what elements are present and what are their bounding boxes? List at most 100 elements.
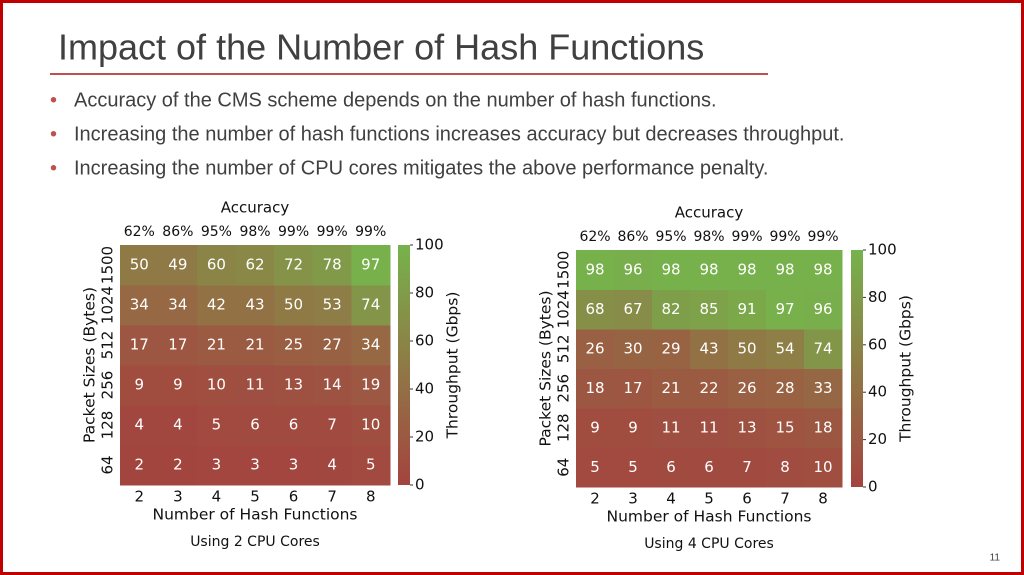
cell-label: 4 <box>327 456 337 474</box>
cell-label: 10 <box>813 458 832 476</box>
heatmap-cell <box>614 368 653 409</box>
page-number: 11 <box>990 553 1001 564</box>
cell-label: 27 <box>323 336 342 354</box>
heatmap-cell <box>274 445 314 486</box>
heatmap-cell <box>804 368 843 409</box>
heatmap-cell <box>652 250 691 290</box>
heatmap-cell <box>766 250 805 290</box>
top-tick-label: 99% <box>731 229 762 245</box>
top-tick-label: 62% <box>124 224 155 240</box>
heatmap-cell <box>804 250 843 290</box>
heatmap-cell <box>312 405 352 446</box>
heatmap-cell <box>690 250 729 290</box>
cell-label: 82 <box>661 300 680 318</box>
y-tick-label: 128 <box>99 411 117 440</box>
cell-label: 78 <box>323 256 342 274</box>
heatmap-cell <box>158 285 198 326</box>
heatmap-cell <box>351 445 391 486</box>
cell-label: 98 <box>737 260 756 278</box>
heatmap-cell <box>197 325 237 366</box>
heatmap-cell <box>274 405 314 446</box>
x-tick-label: 7 <box>327 488 337 506</box>
heatmap-cell <box>120 245 160 286</box>
cell-label: 98 <box>813 260 832 278</box>
heatmap-cell <box>766 329 805 369</box>
heatmap-cell <box>351 365 391 406</box>
colorbar-tick-label: 20 <box>868 430 887 448</box>
cell-label: 11 <box>699 418 718 436</box>
cell-label: 2 <box>173 456 183 474</box>
cell-label: 26 <box>737 379 756 397</box>
top-tick-label: 99% <box>769 229 800 245</box>
colorbar-tick-label: 60 <box>415 332 434 350</box>
cell-label: 30 <box>623 339 642 357</box>
x-tick-label: 4 <box>212 488 222 506</box>
cell-label: 34 <box>168 296 187 314</box>
cell-label: 10 <box>207 376 226 394</box>
cell-label: 4 <box>173 416 183 434</box>
heatmap-cell <box>690 408 729 448</box>
heatmap-cell <box>158 245 198 286</box>
cell-label: 74 <box>361 296 380 314</box>
cell-label: 50 <box>130 256 149 274</box>
cell-label: 72 <box>284 256 303 274</box>
colorbar-tick-label: 100 <box>868 241 897 259</box>
heatmap-cell <box>312 285 352 326</box>
top-tick-label: 95% <box>201 224 232 240</box>
bullet: Increasing the number of CPU cores mitig… <box>74 157 768 179</box>
heatmap-cell <box>728 408 767 448</box>
cell-label: 60 <box>207 256 226 274</box>
bullet-dot: • <box>50 123 57 145</box>
y-axis-label: Packet Sizes (Bytes) <box>537 290 555 446</box>
x-axis-label: Number of Hash Functions <box>606 508 811 526</box>
heatmap-cell <box>197 405 237 446</box>
heatmap-cell <box>690 447 729 488</box>
top-tick-label: 86% <box>617 229 648 245</box>
heatmap-cell <box>728 289 767 330</box>
x-tick-label: 3 <box>628 490 638 508</box>
colorbar-tick-label: 80 <box>868 288 887 306</box>
cell-label: 21 <box>245 336 264 354</box>
heatmap-cell <box>120 325 160 366</box>
y-tick-label: 256 <box>99 371 117 400</box>
x-tick-label: 6 <box>742 490 752 508</box>
cell-label: 5 <box>366 456 376 474</box>
cell-label: 13 <box>737 418 756 436</box>
heatmap-cell <box>614 289 653 330</box>
heatmap-cell <box>312 365 352 406</box>
cell-label: 7 <box>327 416 337 434</box>
top-tick-label: 98% <box>693 229 724 245</box>
heatmap-cell <box>576 250 615 290</box>
cell-label: 29 <box>661 339 680 357</box>
heatmap-cell <box>312 325 352 366</box>
top-tick-label: 98% <box>239 224 270 240</box>
chart-title: Accuracy <box>675 204 744 222</box>
cell-label: 9 <box>135 376 145 394</box>
heatmap-cell <box>766 368 805 409</box>
top-tick-label: 95% <box>655 229 686 245</box>
cell-label: 5 <box>590 458 600 476</box>
heatmap-cell <box>804 447 843 488</box>
heatmap-cell <box>766 289 805 330</box>
y-tick-label: 1024 <box>555 290 573 328</box>
x-tick-label: 2 <box>590 490 600 508</box>
heatmap-cell <box>274 325 314 366</box>
bullet-dot: • <box>50 157 57 179</box>
top-tick-label: 86% <box>162 224 193 240</box>
heatmap-cell <box>351 325 391 366</box>
cell-label: 13 <box>284 376 303 394</box>
cell-label: 8 <box>780 458 790 476</box>
x-axis-label: Number of Hash Functions <box>152 506 357 524</box>
heatmap-cell <box>197 245 237 286</box>
cell-label: 11 <box>661 418 680 436</box>
cell-label: 43 <box>245 296 264 314</box>
cell-label: 62 <box>245 256 264 274</box>
heatmap-cell <box>690 289 729 330</box>
bullet: Accuracy of the CMS scheme depends on th… <box>74 89 717 111</box>
cell-label: 26 <box>585 339 604 357</box>
heatmap-cell <box>351 285 391 326</box>
heatmap-cell <box>197 365 237 406</box>
cell-label: 97 <box>775 300 794 318</box>
cell-label: 50 <box>284 296 303 314</box>
